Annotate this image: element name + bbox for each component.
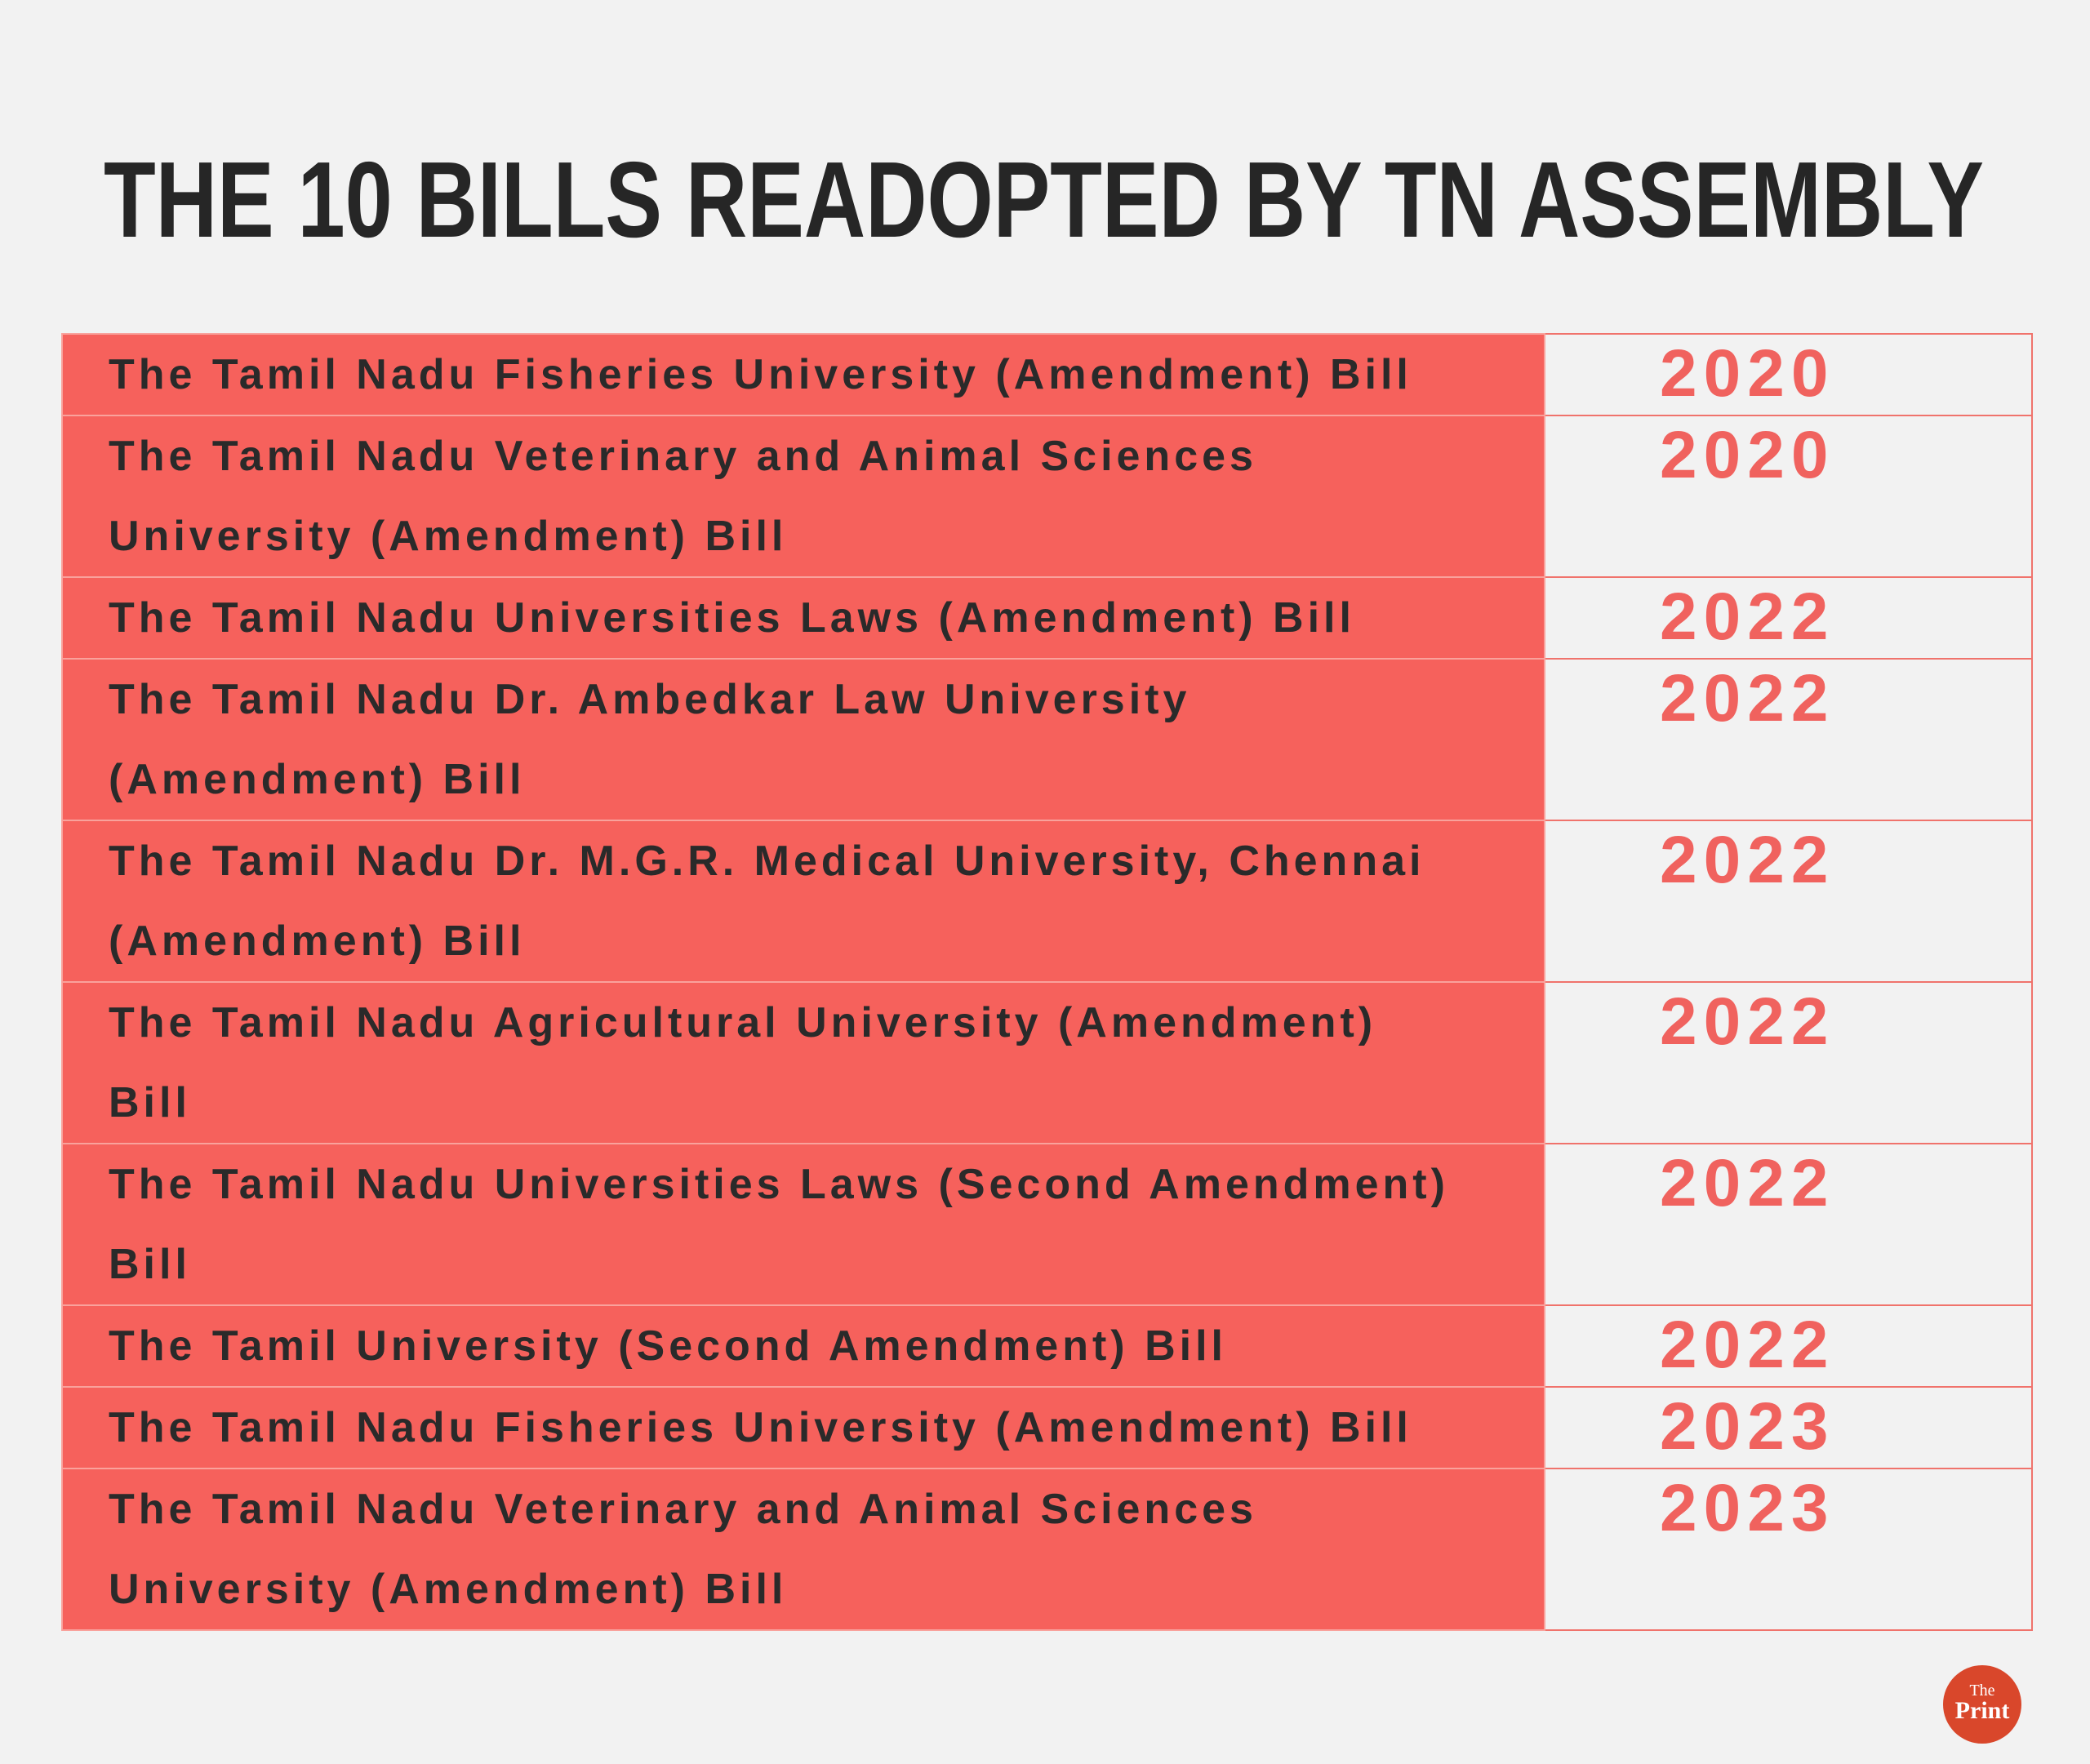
- logo-top: The: [1969, 1682, 1994, 1700]
- bill-row: The Tamil Nadu Dr. Ambedkar Law Universi…: [61, 658, 2033, 821]
- bill-row: The Tamil Nadu Veterinary and Animal Sci…: [61, 1468, 2033, 1631]
- bill-name: The Tamil University (Second Amendment) …: [61, 1304, 1545, 1388]
- bill-row: The Tamil University (Second Amendment) …: [61, 1304, 2033, 1388]
- bill-name: The Tamil Nadu Fisheries University (Ame…: [61, 1386, 1545, 1469]
- bill-year: 2020: [1544, 333, 2033, 416]
- bill-name: The Tamil Nadu Universities Laws (Amendm…: [61, 576, 1545, 660]
- bill-year: 2022: [1544, 576, 2033, 660]
- bill-row: The Tamil Nadu Dr. M.G.R. Medical Univer…: [61, 820, 2033, 983]
- bill-name: The Tamil Nadu Dr. M.G.R. Medical Univer…: [61, 820, 1545, 983]
- bill-year: 2022: [1544, 1304, 2033, 1388]
- bill-name: The Tamil Nadu Fisheries University (Ame…: [61, 333, 1545, 416]
- bill-year: 2022: [1544, 658, 2033, 821]
- bill-name: The Tamil Nadu Agricultural University (…: [61, 981, 1545, 1144]
- bill-year: 2020: [1544, 415, 2033, 578]
- bill-year: 2023: [1544, 1386, 2033, 1469]
- bill-year: 2023: [1544, 1468, 2033, 1631]
- logo: The Print: [1943, 1665, 2021, 1744]
- bill-name: The Tamil Nadu Dr. Ambedkar Law Universi…: [61, 658, 1545, 821]
- logo-bottom: Print: [1955, 1697, 2010, 1724]
- logo-circle: [1943, 1665, 2021, 1744]
- title: THE 10 BILLS READOPTED BY TN ASSEMBLY: [104, 140, 1984, 260]
- bill-row: The Tamil Nadu Fisheries University (Ame…: [61, 333, 2033, 416]
- bill-year: 2022: [1544, 1143, 2033, 1306]
- title-area: THE 10 BILLS READOPTED BY TN ASSEMBLY: [104, 140, 1984, 260]
- bill-row: The Tamil Nadu Universities Laws (Second…: [61, 1143, 2033, 1306]
- bill-name: The Tamil Nadu Veterinary and Animal Sci…: [61, 1468, 1545, 1631]
- bill-row: The Tamil Nadu Fisheries University (Ame…: [61, 1386, 2033, 1469]
- bill-year: 2022: [1544, 981, 2033, 1144]
- bill-row: The Tamil Nadu Agricultural University (…: [61, 981, 2033, 1144]
- bills-table: The Tamil Nadu Fisheries University (Ame…: [61, 333, 2033, 1631]
- bill-year: 2022: [1544, 820, 2033, 983]
- bill-name: The Tamil Nadu Universities Laws (Second…: [61, 1143, 1545, 1306]
- bill-row: The Tamil Nadu Veterinary and Animal Sci…: [61, 415, 2033, 578]
- bill-row: The Tamil Nadu Universities Laws (Amendm…: [61, 576, 2033, 660]
- bill-name: The Tamil Nadu Veterinary and Animal Sci…: [61, 415, 1545, 578]
